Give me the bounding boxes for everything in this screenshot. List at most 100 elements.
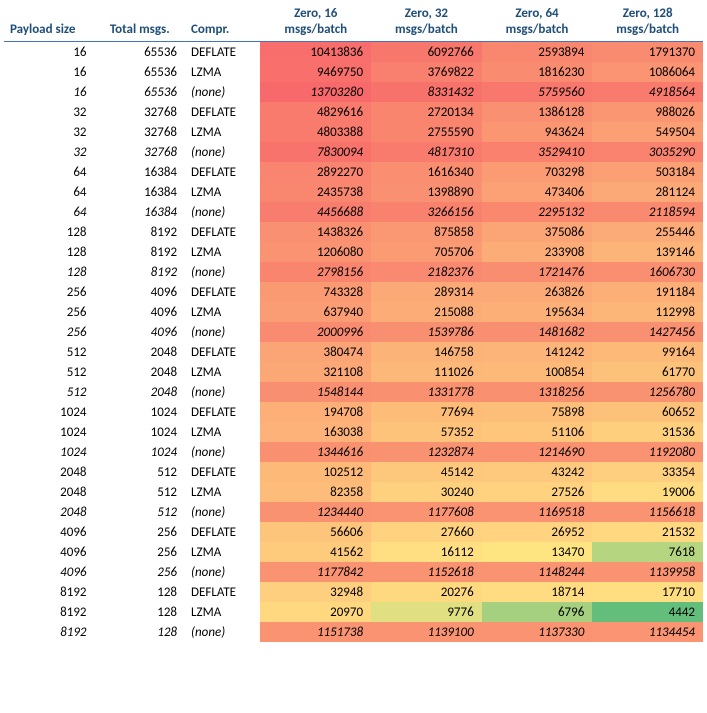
- cell-payload-size: 64: [4, 162, 95, 182]
- cell-value: 10413836: [260, 42, 371, 63]
- cell-value: 4829616: [260, 102, 371, 122]
- cell-compression: DEFLATE: [185, 582, 260, 602]
- table-row: 2048512LZMA82358302402752619006: [4, 482, 703, 502]
- cell-value: 19006: [592, 482, 703, 502]
- cell-value: 215088: [371, 302, 482, 322]
- cell-compression: DEFLATE: [185, 162, 260, 182]
- cell-value: 2798156: [260, 262, 371, 282]
- cell-value: 51106: [482, 422, 593, 442]
- cell-value: 57352: [371, 422, 482, 442]
- cell-value: 380474: [260, 342, 371, 362]
- cell-total-msgs: 512: [95, 462, 186, 482]
- cell-payload-size: 8192: [4, 602, 95, 622]
- cell-value: 21532: [592, 522, 703, 542]
- cell-compression: DEFLATE: [185, 102, 260, 122]
- cell-payload-size: 256: [4, 302, 95, 322]
- table-row: 2048512(none)123444011776081169518115661…: [4, 502, 703, 522]
- cell-value: 43242: [482, 462, 593, 482]
- cell-value: 3266156: [371, 202, 482, 222]
- cell-value: 27660: [371, 522, 482, 542]
- cell-total-msgs: 32768: [95, 102, 186, 122]
- cell-value: 163038: [260, 422, 371, 442]
- table-row: 6416384DEFLATE28922701616340703298503184: [4, 162, 703, 182]
- cell-compression: LZMA: [185, 62, 260, 82]
- cell-total-msgs: 4096: [95, 282, 186, 302]
- cell-payload-size: 4096: [4, 522, 95, 542]
- cell-value: 26952: [482, 522, 593, 542]
- cell-value: 637940: [260, 302, 371, 322]
- column-header: Payload size: [4, 4, 95, 42]
- table-row: 2048512DEFLATE102512451424324233354: [4, 462, 703, 482]
- cell-value: 146758: [371, 342, 482, 362]
- table-row: 10241024DEFLATE194708776947589860652: [4, 402, 703, 422]
- cell-value: 61770: [592, 362, 703, 382]
- cell-total-msgs: 65536: [95, 82, 186, 102]
- cell-value: 8331432: [371, 82, 482, 102]
- cell-value: 1232874: [371, 442, 482, 462]
- cell-compression: (none): [185, 142, 260, 162]
- cell-compression: LZMA: [185, 422, 260, 442]
- cell-value: 1148244: [482, 562, 593, 582]
- cell-value: 45142: [371, 462, 482, 482]
- cell-total-msgs: 32768: [95, 122, 186, 142]
- cell-payload-size: 16: [4, 82, 95, 102]
- cell-value: 4803388: [260, 122, 371, 142]
- table-row: 5122048LZMA32110811102610085461770: [4, 362, 703, 382]
- cell-payload-size: 512: [4, 342, 95, 362]
- cell-compression: (none): [185, 262, 260, 282]
- cell-value: 988026: [592, 102, 703, 122]
- cell-value: 1344616: [260, 442, 371, 462]
- cell-value: 4456688: [260, 202, 371, 222]
- cell-total-msgs: 128: [95, 582, 186, 602]
- cell-payload-size: 128: [4, 242, 95, 262]
- cell-value: 18714: [482, 582, 593, 602]
- cell-total-msgs: 1024: [95, 442, 186, 462]
- cell-value: 321108: [260, 362, 371, 382]
- table-body: 1665536DEFLATE10413836609276625938941791…: [4, 42, 703, 643]
- cell-compression: LZMA: [185, 242, 260, 262]
- cell-value: 56606: [260, 522, 371, 542]
- cell-compression: (none): [185, 322, 260, 342]
- table-row: 4096256LZMA4156216112134707618: [4, 542, 703, 562]
- cell-total-msgs: 2048: [95, 342, 186, 362]
- cell-value: 111026: [371, 362, 482, 382]
- table-header: Payload sizeTotal msgs.Compr.Zero, 16msg…: [4, 4, 703, 42]
- cell-payload-size: 2048: [4, 502, 95, 522]
- cell-value: 1177608: [371, 502, 482, 522]
- cell-value: 17710: [592, 582, 703, 602]
- cell-value: 141242: [482, 342, 593, 362]
- cell-total-msgs: 8192: [95, 262, 186, 282]
- cell-payload-size: 4096: [4, 562, 95, 582]
- cell-total-msgs: 8192: [95, 222, 186, 242]
- table-row: 3232768LZMA48033882755590943624549504: [4, 122, 703, 142]
- cell-value: 9776: [371, 602, 482, 622]
- column-header: Compr.: [185, 4, 260, 42]
- cell-compression: (none): [185, 622, 260, 642]
- cell-value: 1134454: [592, 622, 703, 642]
- cell-value: 1156618: [592, 502, 703, 522]
- cell-value: 281124: [592, 182, 703, 202]
- cell-value: 1139958: [592, 562, 703, 582]
- cell-value: 1386128: [482, 102, 593, 122]
- cell-value: 2755590: [371, 122, 482, 142]
- cell-total-msgs: 128: [95, 622, 186, 642]
- cell-value: 4817310: [371, 142, 482, 162]
- cell-value: 1139100: [371, 622, 482, 642]
- cell-value: 263826: [482, 282, 593, 302]
- cell-total-msgs: 4096: [95, 302, 186, 322]
- cell-payload-size: 32: [4, 122, 95, 142]
- cell-value: 3035290: [592, 142, 703, 162]
- cell-value: 13470: [482, 542, 593, 562]
- cell-value: 195634: [482, 302, 593, 322]
- table-row: 8192128DEFLATE32948202761871417710: [4, 582, 703, 602]
- cell-value: 1816230: [482, 62, 593, 82]
- cell-value: 82358: [260, 482, 371, 502]
- cell-value: 1177842: [260, 562, 371, 582]
- cell-value: 233908: [482, 242, 593, 262]
- cell-compression: LZMA: [185, 542, 260, 562]
- cell-value: 27526: [482, 482, 593, 502]
- cell-value: 1151738: [260, 622, 371, 642]
- cell-value: 1616340: [371, 162, 482, 182]
- cell-compression: (none): [185, 442, 260, 462]
- cell-value: 99164: [592, 342, 703, 362]
